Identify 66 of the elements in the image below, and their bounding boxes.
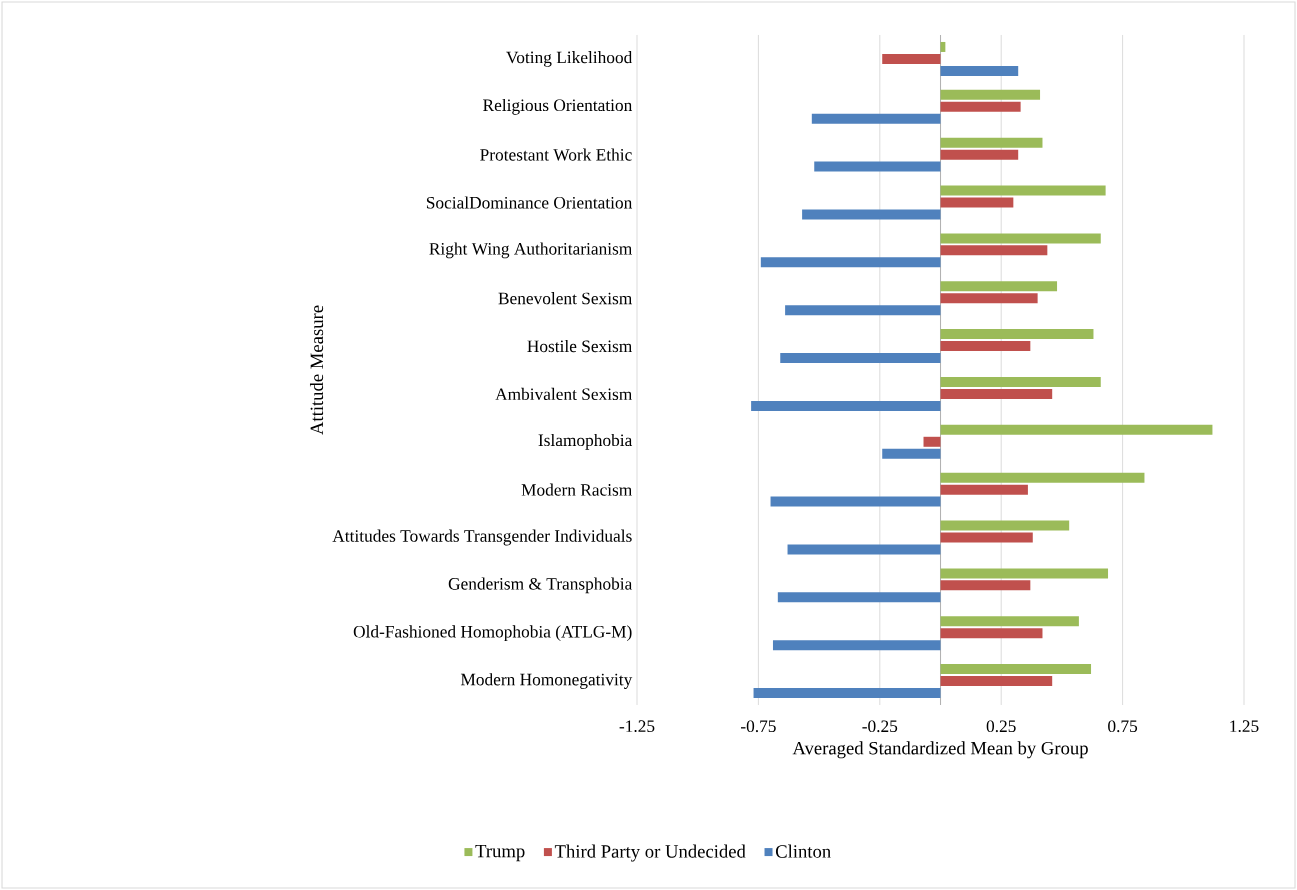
bar bbox=[940, 101, 1021, 112]
bar bbox=[940, 245, 1048, 256]
legend-label: Clinton bbox=[775, 844, 831, 858]
bar bbox=[811, 113, 941, 124]
bar bbox=[802, 209, 941, 220]
bar bbox=[940, 568, 1109, 579]
bar bbox=[770, 496, 941, 507]
bar bbox=[940, 89, 1041, 100]
bar bbox=[780, 353, 941, 364]
bar bbox=[940, 329, 1094, 340]
y-tick-label: Religious Orientation bbox=[483, 98, 633, 115]
bar bbox=[785, 305, 941, 316]
bar bbox=[940, 185, 1106, 196]
bar bbox=[940, 197, 1014, 208]
bar bbox=[940, 388, 1053, 399]
legend-label: Third Party or Undecided bbox=[554, 844, 746, 862]
y-tick-label: Genderism & Transphobia bbox=[448, 577, 633, 594]
y-tick-label: Protestant Work Ethic bbox=[480, 148, 632, 161]
bar bbox=[940, 532, 1033, 543]
bar bbox=[882, 53, 941, 64]
bar bbox=[940, 628, 1043, 639]
x-axis-title: Averaged Standardized Mean by Group bbox=[792, 741, 1088, 759]
y-tick-label: SocialDominance Orientation bbox=[426, 196, 633, 209]
bar bbox=[751, 400, 941, 411]
y-tick-label: Ambivalent Sexism bbox=[495, 387, 633, 401]
y-tick-label: Voting Likelihood bbox=[506, 51, 633, 67]
bar bbox=[940, 281, 1058, 292]
bar bbox=[940, 233, 1101, 244]
bar bbox=[940, 676, 1053, 687]
bar bbox=[940, 376, 1101, 387]
bar bbox=[760, 257, 941, 268]
bar bbox=[940, 137, 1043, 148]
bar bbox=[753, 688, 941, 699]
bar bbox=[940, 520, 1070, 531]
x-tick-label: 0.25 bbox=[986, 720, 1016, 733]
x-tick-label: 1.25 bbox=[1230, 720, 1259, 733]
y-tick-label: Old-Fashioned Homophobia (ATLG-M) bbox=[353, 625, 632, 642]
bar bbox=[940, 149, 1019, 160]
y-tick-label: Hostile Sexism bbox=[527, 339, 633, 353]
y-tick-label: Benevolent Sexism bbox=[498, 292, 633, 305]
bar bbox=[772, 640, 941, 651]
bar bbox=[940, 293, 1038, 304]
y-tick-label: Modern Homonegativity bbox=[460, 673, 633, 689]
bar bbox=[940, 664, 1092, 675]
y-tick-label: Right Wing Authoritarianism bbox=[429, 242, 633, 259]
bar bbox=[923, 436, 941, 447]
x-tick-label: -0.25 bbox=[862, 720, 898, 733]
bar bbox=[940, 65, 1019, 76]
y-tick-label: Islamophobia bbox=[538, 433, 633, 450]
x-tick-label: -0.75 bbox=[741, 720, 776, 733]
x-tick-label: -1.25 bbox=[619, 720, 655, 733]
bar bbox=[882, 448, 941, 459]
x-tick-label: 0.75 bbox=[1108, 720, 1138, 733]
y-tick-label: Modern Racism bbox=[521, 483, 633, 496]
bar bbox=[777, 592, 941, 603]
bar bbox=[814, 161, 941, 172]
legend-label: Trump bbox=[475, 844, 525, 862]
bar bbox=[940, 341, 1031, 352]
bar bbox=[940, 616, 1079, 627]
bar bbox=[940, 472, 1145, 483]
bar bbox=[940, 580, 1031, 591]
y-axis-title: Attitude Measure bbox=[309, 305, 324, 435]
y-tick-label: Attitudes Towards Transgender Individuals bbox=[332, 529, 632, 546]
bar bbox=[940, 484, 1028, 495]
bar bbox=[940, 424, 1213, 435]
bar bbox=[787, 544, 941, 555]
